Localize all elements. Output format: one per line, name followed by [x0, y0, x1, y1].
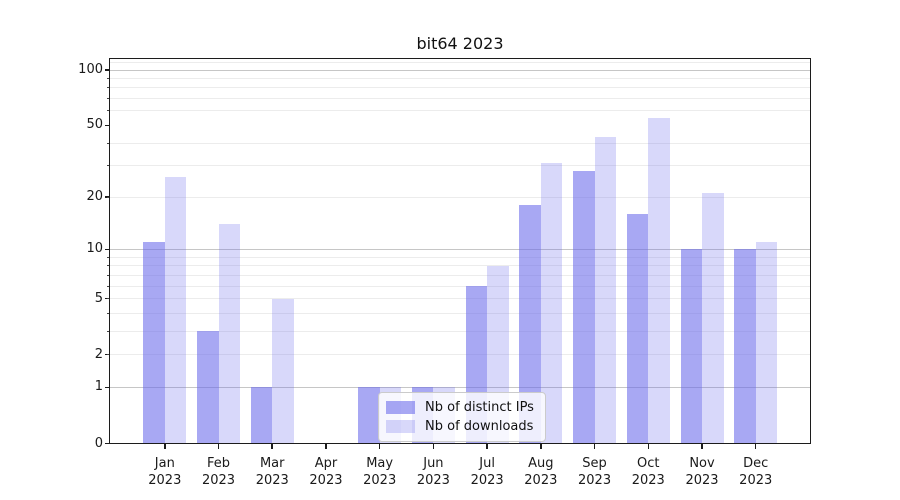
y-minor-tick-mark: [107, 312, 110, 314]
legend-item-downloads: Nb of downloads: [386, 417, 537, 436]
bar-downloads-dec: [755, 242, 778, 444]
gridline-minor: [110, 196, 810, 198]
y-minor-tick-mark: [107, 298, 110, 300]
y-minor-tick-mark: [107, 78, 110, 80]
y-tick-mark: [105, 69, 110, 71]
y-minor-tick-mark: [107, 196, 110, 198]
gridline-minor: [110, 98, 810, 100]
x-tick-label: Jun 2023: [416, 455, 450, 488]
x-tick-label: Apr 2023: [309, 455, 343, 488]
x-tick-label: Aug 2023: [524, 455, 558, 488]
x-tick-mark: [647, 443, 650, 449]
y-tick-label: 10: [86, 241, 103, 257]
x-tick-label: Jan 2023: [148, 455, 182, 488]
y-minor-tick-mark: [107, 98, 110, 100]
gridline-minor: [110, 330, 810, 332]
bar-downloads-mar: [272, 298, 294, 444]
gridline-minor: [110, 165, 810, 167]
y-minor-tick-mark: [107, 274, 110, 276]
bar-downloads-aug: [540, 163, 563, 444]
x-tick-mark: [217, 443, 220, 449]
x-tick-mark: [701, 443, 703, 449]
x-tick-mark: [164, 443, 166, 449]
y-minor-tick-mark: [107, 354, 110, 356]
bar-ips-aug: [519, 205, 541, 444]
x-tick-mark: [271, 443, 273, 449]
x-tick-label: Oct 2023: [631, 455, 665, 488]
bar-ips-oct: [626, 214, 649, 444]
y-minor-tick-mark: [107, 285, 110, 287]
y-tick-label: 20: [86, 189, 103, 205]
x-tick-mark: [486, 443, 488, 449]
y-tick-label: 5: [94, 290, 103, 306]
y-tick-mark: [105, 248, 110, 251]
y-tick-label: 50: [86, 117, 103, 133]
legend-label: Nb of distinct IPs: [425, 399, 534, 415]
legend-label: Nb of downloads: [425, 418, 534, 434]
gridline-minor: [110, 285, 810, 287]
gridline-minor: [110, 274, 810, 276]
bar-ips-dec: [734, 249, 756, 444]
gridline-minor: [110, 110, 810, 112]
y-tick-label: 1: [94, 379, 103, 395]
gridline-minor: [110, 298, 810, 300]
y-tick-mark: [105, 386, 110, 389]
legend-item-distinct-ips: Nb of distinct IPs: [386, 398, 537, 417]
x-tick-mark: [540, 443, 542, 449]
bar-downloads-jan: [164, 176, 187, 444]
bar-ips-nov: [680, 249, 702, 444]
y-minor-tick-mark: [107, 256, 110, 258]
x-tick-mark: [432, 443, 435, 449]
x-tick-label: Mar 2023: [255, 455, 289, 488]
y-minor-tick-mark: [107, 165, 110, 167]
gridline-minor: [110, 78, 810, 80]
chart-title: bit64 2023: [416, 34, 504, 53]
bar-downloads-oct: [648, 117, 670, 444]
bar-ips-jan: [143, 242, 165, 444]
bar-downloads-sep: [594, 137, 617, 444]
y-tick-mark: [105, 442, 110, 445]
y-minor-tick-mark: [107, 87, 110, 89]
y-tick-mark: [105, 124, 110, 127]
gridline-minor: [110, 142, 810, 144]
gridline-major: [110, 386, 810, 388]
y-tick-label: 0: [94, 435, 103, 451]
legend-swatch-downloads: [386, 419, 415, 433]
bar-ips-may: [358, 387, 380, 444]
legend: Nb of distinct IPs Nb of downloads: [378, 391, 546, 442]
y-tick-label: 2: [94, 346, 103, 362]
x-tick-label: Jul 2023: [470, 455, 504, 488]
gridline-minor: [110, 87, 810, 89]
gridline-minor: [110, 265, 810, 267]
y-minor-tick-mark: [107, 265, 110, 267]
gridline-minor: [110, 354, 810, 356]
x-tick-label: Dec 2023: [739, 455, 773, 488]
x-tick-label: Feb 2023: [201, 455, 236, 488]
y-tick-label: 100: [78, 62, 103, 78]
bar-downloads-nov: [702, 193, 724, 444]
x-tick-mark: [593, 443, 596, 449]
y-minor-tick-mark: [107, 142, 110, 144]
x-tick-label: Sep 2023: [578, 455, 612, 488]
gridline-major: [110, 248, 810, 250]
gridline-minor: [110, 256, 810, 258]
x-tick-mark: [325, 443, 327, 449]
gridline-major: [110, 69, 810, 71]
x-tick-label: May 2023: [363, 455, 397, 488]
gridline-minor: [110, 61, 810, 63]
bar-ips-feb: [197, 331, 219, 444]
x-tick-label: Nov 2023: [685, 455, 719, 488]
y-minor-tick-mark: [107, 110, 110, 112]
bar-ips-sep: [573, 171, 595, 444]
bar-downloads-feb: [218, 224, 241, 444]
x-tick-mark: [754, 443, 757, 449]
y-minor-tick-mark: [107, 330, 110, 332]
plot-area: Nb of distinct IPs Nb of downloads: [108, 58, 811, 444]
gridline-minor: [110, 312, 810, 314]
x-tick-mark: [378, 443, 381, 449]
legend-swatch-ips: [386, 400, 415, 414]
bar-ips-mar: [250, 387, 273, 444]
